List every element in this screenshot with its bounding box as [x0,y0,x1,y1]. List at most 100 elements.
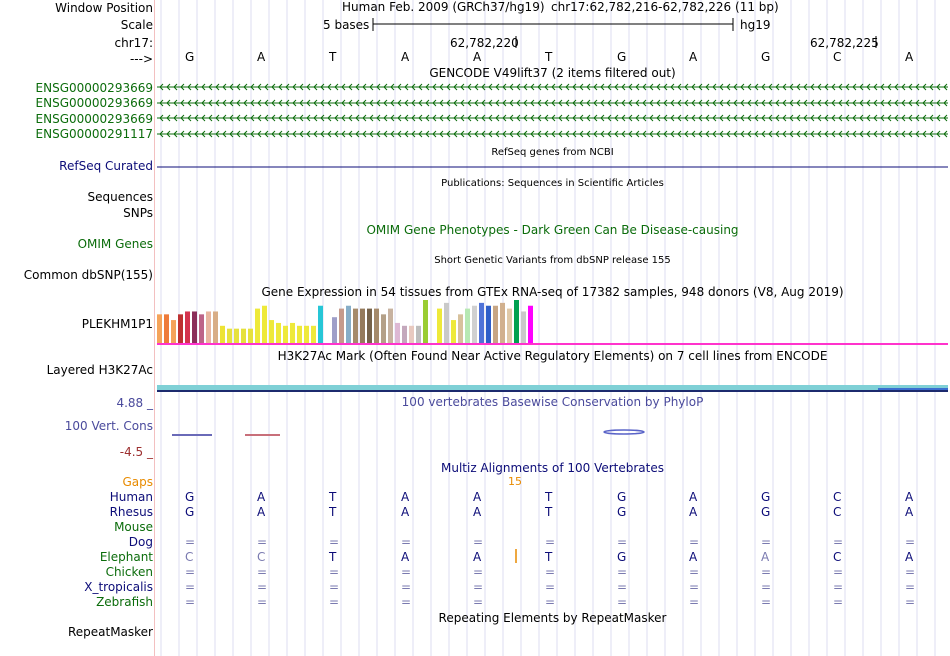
gtex-tissue-bar [458,314,463,343]
omim-label[interactable]: OMIM Genes [77,237,153,251]
multiz-track-title[interactable]: Multiz Alignments of 100 Vertebrates [440,461,665,475]
strand-chevron [369,114,374,122]
strand-chevron [446,99,451,107]
strand-chevron [460,99,465,107]
alignment-base: = [617,565,628,579]
strand-chevron [789,83,794,91]
strand-chevron [831,130,836,138]
strand-chevron [327,99,332,107]
strand-chevron [614,99,619,107]
base-letter: G [617,50,627,64]
strand-chevron [936,99,941,107]
strand-chevron [306,99,311,107]
snps-label[interactable]: SNPs [123,206,153,220]
strand-chevron [467,130,472,138]
strand-chevron [845,99,850,107]
strand-chevron [376,99,381,107]
strand-chevron [579,99,584,107]
strand-chevron [754,130,759,138]
base-letter: C [833,50,842,64]
gtex-gene-label[interactable]: PLEKHM1P1 [81,317,153,331]
gencode-item-label[interactable]: ENSG00000291117 [35,127,153,141]
phylop-track-title[interactable]: 100 vertebrates Basewise Conservation by… [401,395,704,409]
alignment-base: G [617,505,627,519]
refseq-label[interactable]: RefSeq Curated [59,159,153,173]
refseq-track-title[interactable]: RefSeq genes from NCBI [491,147,614,158]
strand-chevron [516,83,521,91]
strand-chevron [460,114,465,122]
gencode-item-label[interactable]: ENSG00000293669 [35,112,153,126]
publications-track-title[interactable]: Publications: Sequences in Scientific Ar… [441,178,664,189]
gencode-item-label[interactable]: ENSG00000293669 [35,81,153,95]
strand-chevron [222,114,227,122]
dbsnp-track-title[interactable]: Short Genetic Variants from dbSNP releas… [434,255,671,266]
strand-chevron [376,130,381,138]
strand-chevron [243,114,248,122]
strand-chevron [663,114,668,122]
strand-arrow-label[interactable]: ---> [129,52,153,66]
repeatmasker-track-title[interactable]: Repeating Elements by RepeatMasker [438,611,667,625]
h3k27ac-label[interactable]: Layered H3K27Ac [46,363,153,377]
alignment-base: = [257,535,268,549]
strand-chevron [481,83,486,91]
strand-chevron [656,99,661,107]
strand-chevron [838,114,843,122]
strand-chevron [698,83,703,91]
h3k27ac-track-title[interactable]: H3K27Ac Mark (Often Found Near Active Re… [277,349,828,363]
gtex-tissue-bar [437,308,442,343]
strand-chevron [796,130,801,138]
omim-track-title[interactable]: OMIM Gene Phenotypes - Dark Green Can Be… [366,223,739,237]
gencode-item-label[interactable]: ENSG00000293669 [35,96,153,110]
gtex-tissue-bar [304,325,309,343]
strand-chevron [817,99,822,107]
sequences-label[interactable]: Sequences [87,190,153,204]
gtex-tissue-bar [472,305,477,343]
strand-chevron [838,83,843,91]
gencode-track-title[interactable]: GENCODE V49lift37 (2 items filtered out) [429,66,676,80]
strand-chevron [502,130,507,138]
strand-chevron [488,99,493,107]
strand-chevron [768,130,773,138]
strand-chevron [222,99,227,107]
repeatmasker-label[interactable]: RepeatMasker [67,625,153,639]
alignment-base: A [401,490,410,504]
strand-chevron [320,83,325,91]
strand-chevron [775,99,780,107]
strand-chevron [824,99,829,107]
gtex-track-title[interactable]: Gene Expression in 54 tissues from GTEx … [261,285,844,299]
alignment-base: A [689,490,698,504]
strand-chevron [831,99,836,107]
dbsnp-label[interactable]: Common dbSNP(155) [23,268,153,282]
gtex-tissue-bar [227,328,232,343]
strand-chevron [908,130,913,138]
strand-chevron [502,83,507,91]
strand-chevron [684,83,689,91]
strand-chevron [873,130,878,138]
strand-chevron [523,83,528,91]
strand-chevron [348,114,353,122]
strand-chevron [173,99,178,107]
cons-max-label: 4.88 _ [116,396,153,410]
alignment-base: = [473,595,484,609]
coord-225: 62,782,225 [810,36,879,50]
gtex-tissue-bar [234,328,239,343]
strand-chevron [621,114,626,122]
strand-chevron [495,130,500,138]
strand-chevron [565,99,570,107]
strand-chevron [831,83,836,91]
gtex-tissue-bar [402,325,407,343]
base-letter: T [545,50,553,64]
gtex-tissue-bar [409,325,414,343]
strand-chevron [929,83,934,91]
strand-chevron [691,83,696,91]
cons-label[interactable]: 100 Vert. Cons [64,419,153,433]
strand-chevron [180,99,185,107]
alignment-base: = [833,595,844,609]
strand-chevron [873,99,878,107]
alignment-base: = [545,580,556,594]
strand-chevron [348,83,353,91]
strand-chevron [544,99,549,107]
base-letter: T [329,50,337,64]
strand-chevron [579,83,584,91]
